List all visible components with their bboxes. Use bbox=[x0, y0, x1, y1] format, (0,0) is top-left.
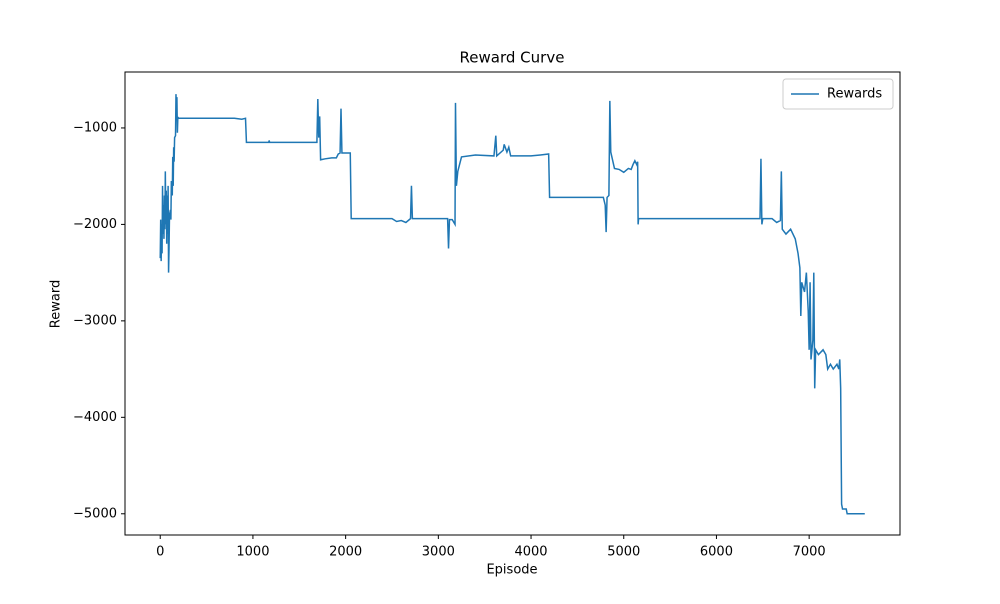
plot-frame bbox=[124, 71, 901, 536]
y-axis-label: Reward bbox=[49, 280, 64, 328]
x-tick-label: 5000 bbox=[607, 545, 640, 560]
y-tick-label: −4000 bbox=[73, 410, 117, 425]
x-tick-label: 0 bbox=[156, 545, 164, 560]
y-tick-label: −3000 bbox=[73, 313, 117, 328]
x-tick-label: 7000 bbox=[793, 545, 826, 560]
x-axis-label: Episode bbox=[486, 563, 537, 578]
y-tick-label: −1000 bbox=[73, 120, 117, 135]
chart-title: Reward Curve bbox=[460, 49, 565, 67]
legend-box bbox=[782, 78, 894, 110]
x-tick-label: 2000 bbox=[329, 545, 362, 560]
line bbox=[159, 94, 865, 515]
x-tick-label: 3000 bbox=[422, 545, 455, 560]
y-tick-label: −2000 bbox=[73, 217, 117, 232]
y-tick-label: −5000 bbox=[73, 506, 117, 521]
x-tick-label: 4000 bbox=[514, 545, 547, 560]
x-tick-label: 6000 bbox=[700, 545, 733, 560]
legend-label: Rewards bbox=[827, 87, 882, 102]
x-tick-label: 1000 bbox=[236, 545, 269, 560]
